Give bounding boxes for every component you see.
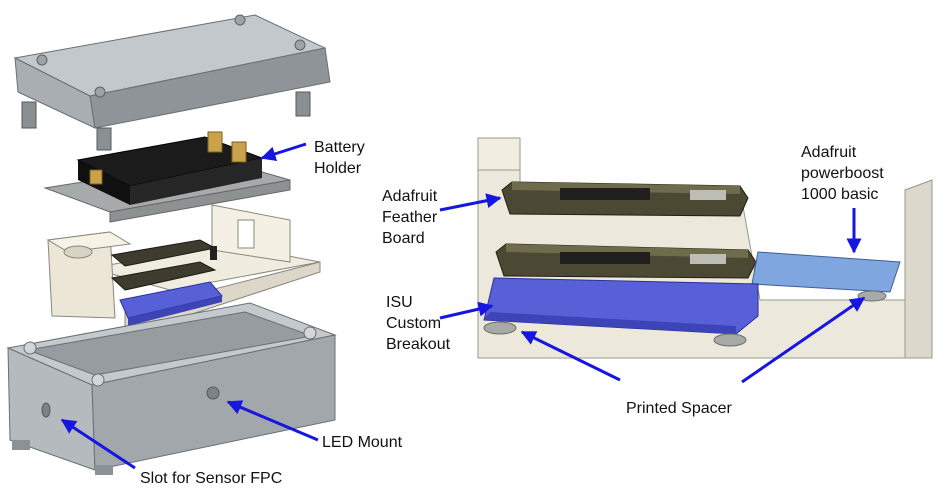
label-feather-board: Adafruit Feather Board [382, 188, 438, 247]
arrow-slot-sensor [60, 418, 136, 470]
closeup-view [477, 137, 933, 359]
enclosure-lid [13, 14, 331, 151]
label-slot-sensor: Slot for Sensor FPC [140, 470, 283, 487]
arrow-isu-breakout [439, 301, 494, 320]
label-printed-spacer: Printed Spacer [626, 400, 732, 417]
label-isu-breakout: ISU Custom Breakout [386, 294, 451, 353]
arrow-battery-holder [260, 142, 307, 162]
label-led-mount: LED Mount [322, 434, 403, 451]
electronics-tray [46, 204, 321, 337]
arrow-spacer-right [741, 296, 866, 384]
arrow-spacer-left [520, 330, 621, 382]
arrow-led-mount [226, 400, 319, 442]
callout-arrows [60, 142, 866, 470]
arrow-feather-board [439, 193, 502, 212]
enclosure-base [6, 302, 337, 475]
label-battery-holder: Battery Holder [314, 139, 365, 177]
label-powerboost: Adafruit powerboost 1000 basic [801, 144, 884, 203]
battery-holder [43, 131, 291, 223]
